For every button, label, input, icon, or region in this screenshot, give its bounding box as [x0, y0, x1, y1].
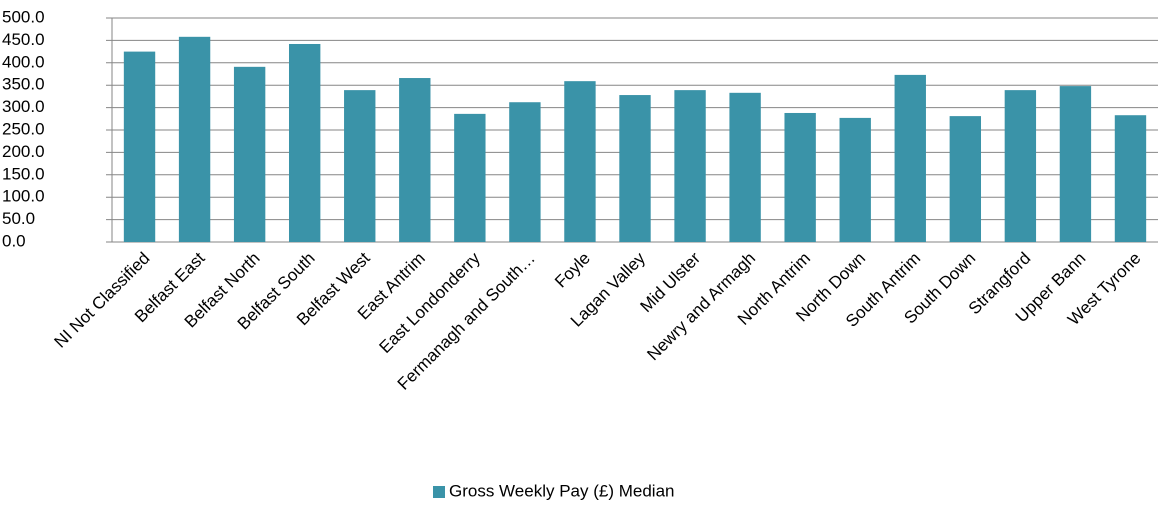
bar	[1059, 86, 1092, 242]
bar	[123, 51, 156, 242]
bar	[288, 43, 321, 242]
bar	[894, 74, 926, 243]
x-tick-label: Foyle	[551, 249, 594, 292]
bar	[233, 66, 266, 242]
bar	[619, 95, 651, 242]
bar	[178, 36, 211, 242]
bar	[399, 78, 431, 242]
y-tick-label: 100.0	[2, 187, 45, 206]
legend-label: Gross Weekly Pay (£) Median	[449, 481, 674, 500]
bar	[949, 116, 982, 242]
bar	[344, 90, 376, 243]
bar	[454, 113, 486, 242]
y-tick-label: 50.0	[2, 209, 35, 228]
bar	[564, 81, 596, 242]
x-tick-label: East Londonderry	[376, 248, 485, 357]
bar	[1004, 90, 1037, 243]
legend-swatch	[433, 486, 445, 498]
y-tick-label: 150.0	[2, 164, 45, 183]
y-tick-label: 400.0	[2, 52, 45, 71]
bar	[784, 112, 816, 242]
bar	[839, 117, 871, 242]
y-tick-label: 450.0	[2, 30, 45, 49]
y-tick-label: 250.0	[2, 119, 45, 138]
bar	[509, 102, 541, 242]
bar	[674, 90, 706, 243]
x-tick-label: NI Not Classified	[51, 249, 154, 352]
y-tick-label: 300.0	[2, 97, 45, 116]
y-tick-label: 350.0	[2, 75, 45, 94]
bar	[729, 92, 761, 242]
y-tick-label: 200.0	[2, 142, 45, 161]
y-tick-label: 500.0	[2, 7, 45, 26]
y-tick-label: 0.0	[2, 231, 26, 250]
bar	[1114, 115, 1147, 242]
